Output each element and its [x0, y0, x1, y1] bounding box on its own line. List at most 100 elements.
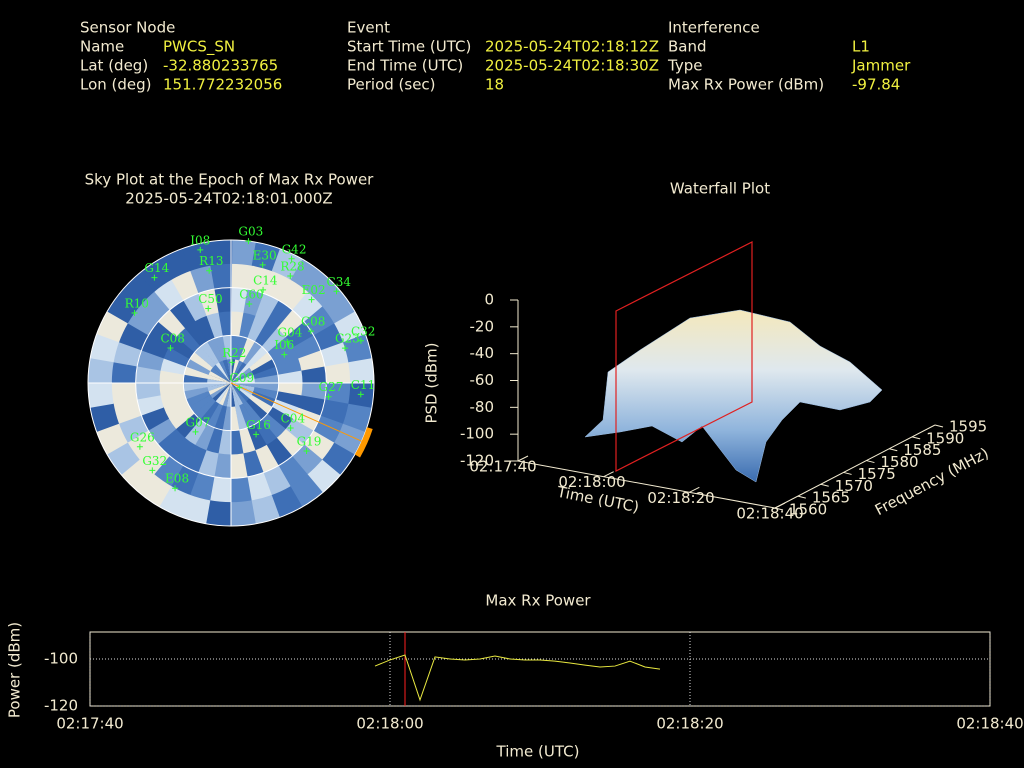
sky-tile: [320, 342, 350, 368]
sky-tile: [206, 337, 224, 363]
sky-tile: [238, 427, 256, 455]
sky-tile: [291, 444, 323, 476]
sky-tile: [231, 383, 240, 407]
sky-tile: [182, 382, 208, 392]
interference-arc: [354, 427, 373, 458]
satellite-marker: [149, 467, 156, 474]
sky-tile: [126, 429, 158, 460]
satellite-label: G14: [144, 261, 169, 275]
satellite-marker: [281, 351, 288, 358]
satellite-marker: [357, 391, 364, 398]
sky-tile: [168, 336, 195, 360]
sky-tile: [275, 391, 302, 409]
freq-axis: [774, 424, 936, 509]
sky-tile: [148, 320, 177, 348]
x-tick-label: 02:18:20: [656, 715, 723, 733]
satellite-label: G32: [142, 454, 167, 468]
sky-tile: [303, 430, 335, 461]
sky-tile: [189, 351, 213, 372]
sky-tile: [89, 332, 120, 363]
sky-tile: [175, 327, 201, 353]
satellite-marker: [245, 238, 252, 245]
sky-tile: [111, 381, 138, 404]
sky-tile: [118, 322, 149, 351]
sky-tile: [226, 358, 232, 383]
sky-tile: [222, 334, 232, 360]
sky-tile: [242, 401, 262, 425]
sky-tile: [231, 383, 250, 402]
sky-tile: [212, 364, 231, 383]
sky-tile: [88, 356, 114, 383]
sky-tile: [321, 442, 356, 477]
sky-tile: [218, 360, 231, 383]
satellite-label: G09: [229, 371, 254, 385]
sky-tile: [297, 395, 326, 417]
sky-tile: [272, 347, 299, 368]
sky-tile: [255, 292, 280, 322]
sky-tile: [215, 361, 231, 383]
sky-tile: [208, 370, 231, 383]
y-tick-label: -40: [470, 344, 495, 362]
satellite-label: G19: [297, 435, 322, 449]
sky-tile: [230, 406, 240, 432]
field-label: End Time (UTC): [347, 57, 463, 75]
x-axis-title: Time (UTC): [496, 743, 580, 761]
power-line: [374, 654, 661, 702]
field-value: 2025-05-24T02:18:30Z: [485, 57, 659, 75]
sky-tile: [246, 346, 269, 368]
sky-tile: [139, 290, 171, 322]
sky-tile: [238, 403, 256, 429]
field-value: Jammer: [851, 57, 911, 75]
field-value: 151.772232056: [163, 76, 282, 94]
x-tick-label: 02:18:40: [956, 715, 1023, 733]
z-tick-label: 1595: [949, 418, 987, 436]
satellite-label: R22: [222, 346, 246, 360]
y-tick-label: -100: [460, 425, 494, 443]
sky-tile: [135, 365, 161, 383]
satellite-label: E08: [165, 472, 189, 486]
y-axis-title: PSD (dBm): [423, 342, 441, 423]
y-tick-label: -20: [470, 317, 495, 335]
sky-tile: [277, 370, 303, 384]
sky-tile: [231, 374, 255, 383]
satellite-marker: [357, 337, 364, 344]
sky-tile: [195, 315, 216, 342]
z-tick-label: 1585: [903, 441, 941, 459]
sky-tile: [198, 288, 220, 316]
sky-tile: [163, 398, 190, 419]
satellite-marker: [287, 272, 294, 279]
x-tick: [774, 502, 786, 509]
sky-tile: [231, 240, 258, 266]
satellite-marker: [341, 345, 348, 352]
sky-tile: [154, 278, 185, 310]
sky-tile: [181, 241, 212, 272]
sky-tile: [157, 309, 186, 338]
sky-tile: [231, 359, 240, 383]
sky-tile: [246, 424, 267, 451]
sky-tile: [222, 406, 231, 432]
sky-tile: [160, 357, 187, 375]
sky-tile: [112, 398, 142, 424]
satellite-label: G27: [319, 380, 344, 394]
satellite-label: G42: [282, 242, 307, 256]
satellite-label: G07: [186, 415, 211, 429]
satellite-label: C08: [301, 315, 325, 329]
sky-tile: [262, 465, 291, 496]
sky-tile: [254, 419, 278, 446]
sky-tile: [194, 424, 215, 451]
satellite-label: C60: [239, 288, 263, 302]
field-label: Name: [80, 38, 124, 56]
sky-tile: [95, 422, 128, 455]
sky-tile: [207, 374, 231, 383]
sky-tile: [276, 428, 305, 457]
satellite-label: C04: [281, 411, 306, 425]
satellite-marker: [197, 246, 204, 253]
satellite-label: C32: [351, 324, 375, 338]
sky-tile: [301, 366, 327, 384]
sky-tile: [230, 429, 244, 455]
sky-tile: [222, 359, 231, 383]
sky-tile: [194, 345, 216, 368]
sky-tile: [246, 398, 268, 421]
sky-tile: [239, 337, 256, 363]
